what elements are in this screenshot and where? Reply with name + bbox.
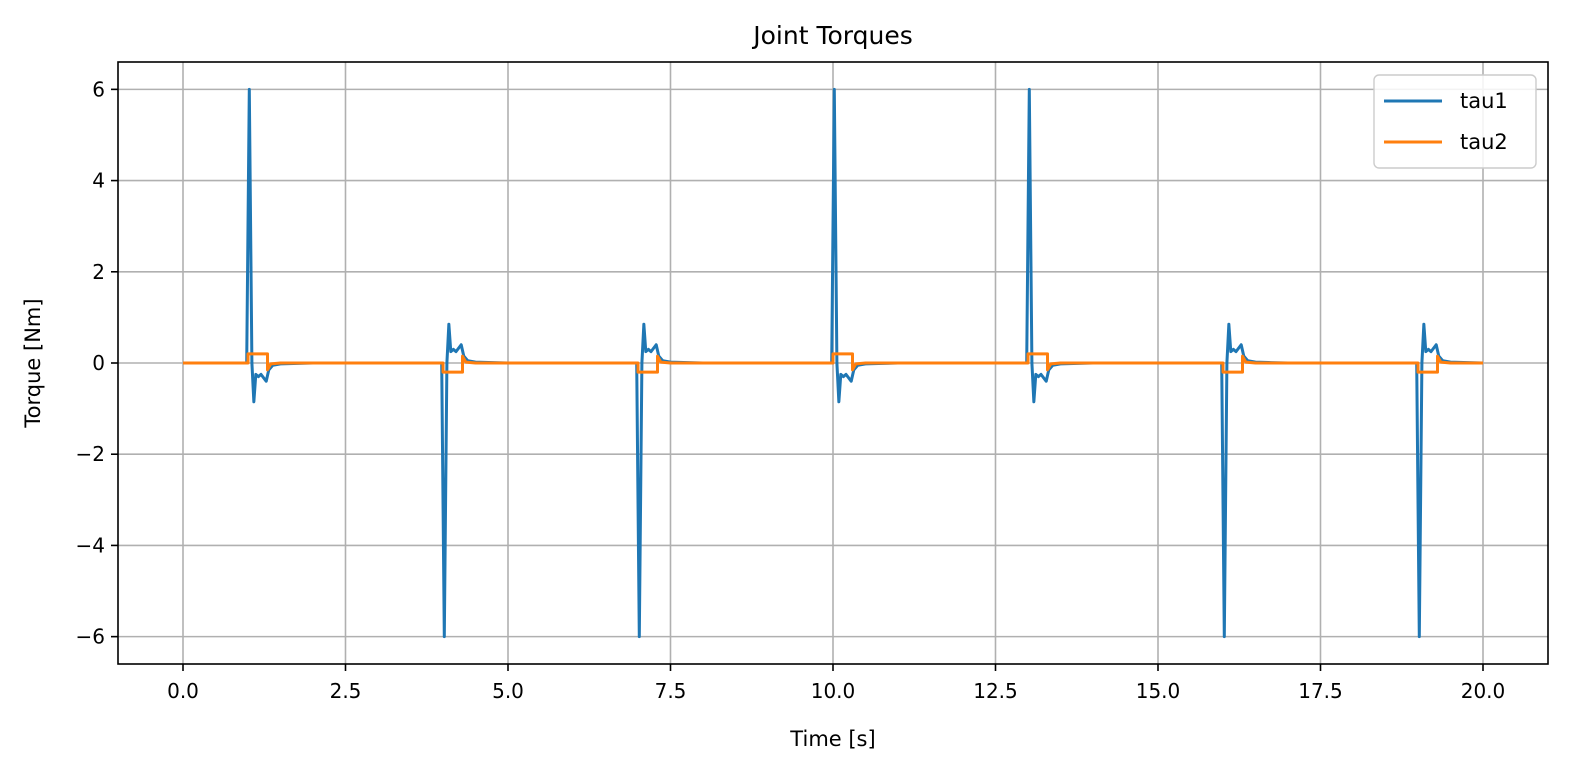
x-tick-label: 12.5 [973, 679, 1018, 703]
series-line-tau2 [183, 352, 1483, 374]
legend-box [1373, 74, 1537, 169]
legend-label-tau2: tau2 [1460, 130, 1508, 154]
y-tick-label: 2 [92, 260, 105, 284]
y-tick-label: −4 [76, 533, 105, 557]
y-tick-label: −2 [76, 442, 105, 466]
y-tick-label: 4 [92, 169, 105, 193]
x-tick-label: 10.0 [811, 679, 856, 703]
x-axis-label: Time [s] [789, 727, 875, 751]
x-tick-label: 2.5 [330, 679, 362, 703]
y-axis-label: Torque [Nm] [21, 298, 45, 428]
x-tick-label: 20.0 [1461, 679, 1506, 703]
legend: tau1 tau2 [1373, 74, 1537, 169]
series-lines [183, 87, 1484, 639]
x-tick-label: 17.5 [1298, 679, 1343, 703]
x-tick-label: 5.0 [492, 679, 524, 703]
x-tick-label: 7.5 [655, 679, 687, 703]
y-tick-label: 6 [92, 77, 105, 101]
axis-ticks: 0.0 2.5 5.0 7.5 10.0 12.5 15.0 17.5 20.0 6 4 2 0 −2 −4… [76, 77, 1506, 703]
x-tick-label: 15.0 [1136, 679, 1181, 703]
y-tick-label: −6 [76, 625, 105, 649]
legend-label-tau1: tau1 [1460, 89, 1508, 113]
x-tick-label: 0.0 [167, 679, 199, 703]
chart-title: Joint Torques [751, 21, 913, 50]
y-tick-label: 0 [92, 351, 105, 375]
